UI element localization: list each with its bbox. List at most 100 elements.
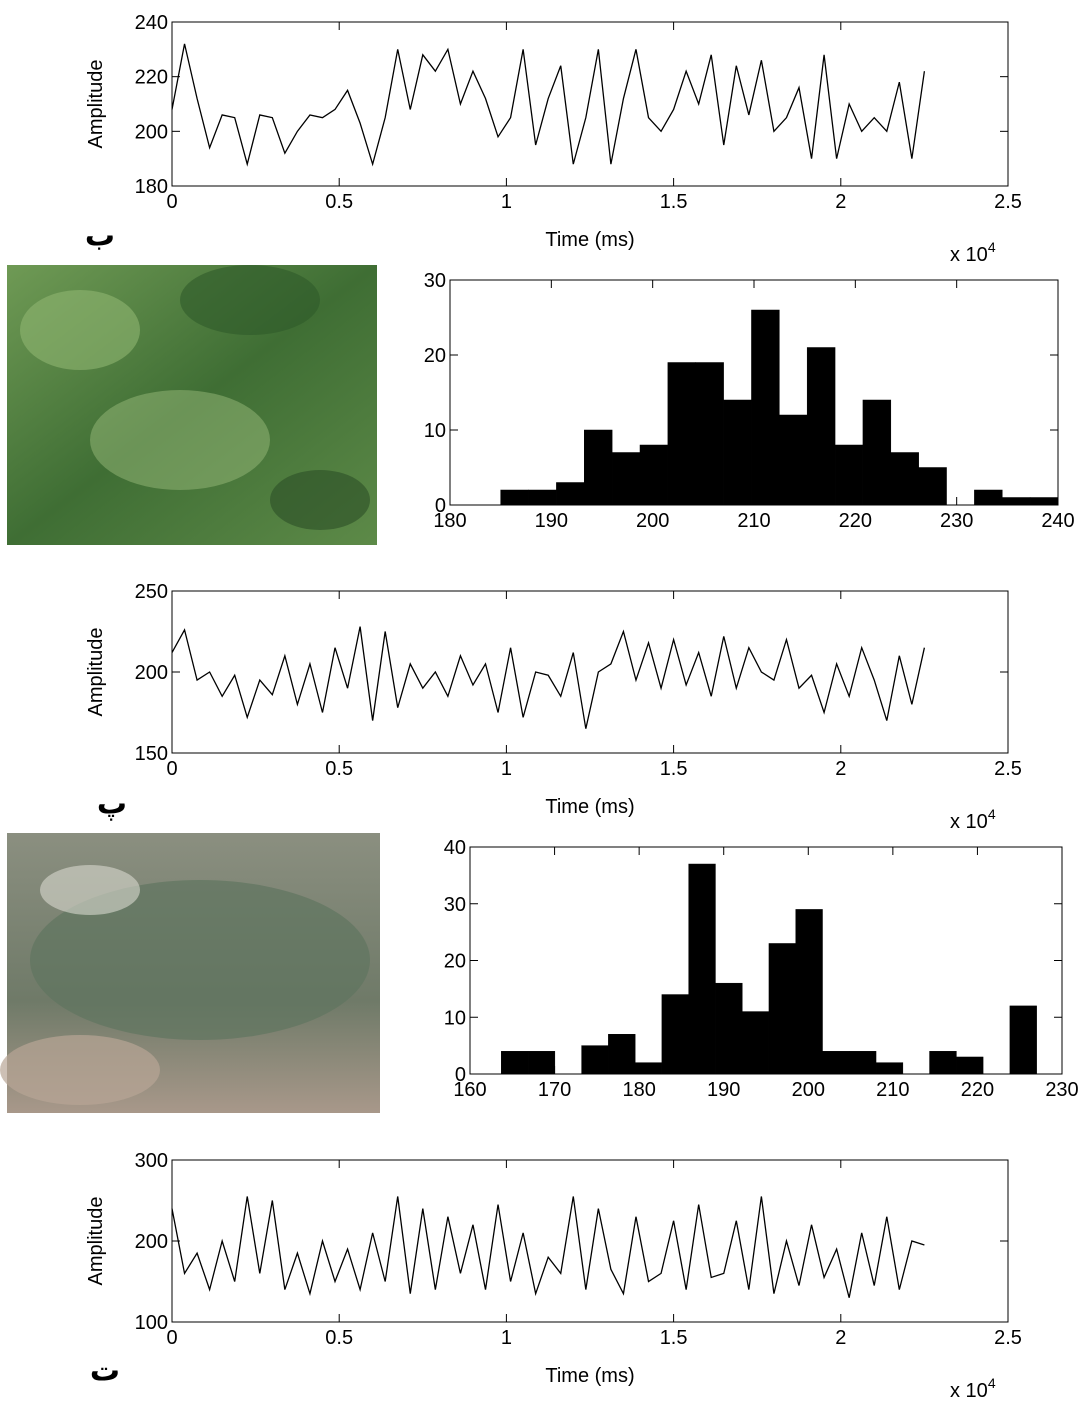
panel-label: پ bbox=[97, 787, 127, 822]
x-tick-label: 190 bbox=[535, 510, 568, 532]
panel-label: ب bbox=[85, 219, 115, 254]
x-tick-label: 170 bbox=[538, 1079, 571, 1101]
y-tick-label: 10 bbox=[424, 420, 446, 442]
x-tick-label: 200 bbox=[792, 1079, 825, 1101]
x-tick-label: 1.5 bbox=[660, 758, 688, 780]
x-tick-label: 240 bbox=[1041, 510, 1074, 532]
y-tick-label: 200 bbox=[135, 1231, 168, 1253]
bar bbox=[556, 482, 585, 506]
y-tick-label: 20 bbox=[424, 345, 446, 367]
bar bbox=[500, 489, 529, 506]
y-tick-label: 20 bbox=[444, 951, 466, 973]
bar bbox=[834, 444, 864, 506]
x-tick-label: 1.5 bbox=[660, 191, 688, 213]
photo-plant-2 bbox=[0, 833, 380, 1113]
bar bbox=[715, 982, 743, 1075]
bar bbox=[501, 1051, 529, 1075]
chart-line: 0 0.5 1 1.5 2 2.5 150 200 250 Time (ms) Amplitude x… bbox=[85, 581, 1022, 833]
bar bbox=[639, 444, 669, 506]
x-tick-label: 0 bbox=[166, 191, 177, 213]
x-tick-label: 0 bbox=[166, 1327, 177, 1349]
x-axis-label: Time (ms) bbox=[545, 796, 634, 818]
x-tick-label: 2.5 bbox=[994, 1327, 1022, 1349]
exponent-base: x 10 bbox=[950, 811, 988, 833]
x-exponent-label: x 104 bbox=[950, 806, 996, 833]
line bbox=[171, 626, 926, 729]
bar bbox=[527, 1051, 556, 1075]
exponent-base: x 10 bbox=[950, 1380, 988, 1402]
x-tick-label: 2 bbox=[835, 758, 846, 780]
bar bbox=[1009, 1005, 1037, 1075]
x-tick-label: 0.5 bbox=[325, 191, 353, 213]
y-tick-label: 40 bbox=[444, 837, 466, 859]
bar bbox=[956, 1056, 984, 1075]
bar bbox=[918, 467, 947, 506]
y-tick-label: 30 bbox=[424, 270, 446, 292]
bar bbox=[822, 1051, 850, 1075]
bar bbox=[667, 362, 696, 506]
y-axis-label: Amplitude bbox=[85, 1197, 107, 1286]
y-tick-label: 0 bbox=[455, 1064, 466, 1086]
bar bbox=[974, 489, 1003, 506]
x-axis-label: Time (ms) bbox=[545, 229, 634, 251]
x-exponent-label: x 104 bbox=[950, 239, 996, 266]
y-tick-label: 300 bbox=[135, 1150, 168, 1172]
x-tick-label: 1 bbox=[501, 191, 512, 213]
chart-histogram: 180 190 200 210 220 230 240 0 10 20 30 bbox=[424, 270, 1075, 532]
bar bbox=[751, 309, 780, 506]
x-tick-label: 180 bbox=[622, 1079, 655, 1101]
y-tick-label: 180 bbox=[135, 176, 168, 198]
panel-label: ت bbox=[90, 1354, 120, 1389]
y-tick-label: 100 bbox=[135, 1312, 168, 1334]
x-tick-label: 160 bbox=[453, 1079, 486, 1101]
bar bbox=[1002, 497, 1031, 506]
x-tick-label: 2 bbox=[835, 191, 846, 213]
bar bbox=[768, 943, 797, 1075]
x-exponent-label: x 104 bbox=[950, 1375, 996, 1402]
exponent-power: 4 bbox=[988, 1375, 996, 1391]
bar bbox=[741, 1011, 770, 1075]
x-tick-label: 1 bbox=[501, 1327, 512, 1349]
bar bbox=[849, 1051, 877, 1075]
y-tick-label: 240 bbox=[135, 12, 168, 34]
x-tick-label: 230 bbox=[1045, 1079, 1078, 1101]
bar bbox=[1029, 497, 1059, 506]
bar bbox=[661, 994, 689, 1075]
x-tick-label: 2 bbox=[835, 1327, 846, 1349]
x-tick-label: 0 bbox=[166, 758, 177, 780]
y-axis-label: Amplitude bbox=[85, 60, 107, 149]
plot-area bbox=[171, 590, 1009, 754]
line bbox=[171, 1196, 925, 1298]
exponent-base: x 10 bbox=[950, 244, 988, 266]
y-tick-label: 150 bbox=[135, 743, 168, 765]
chart-line: 0 0.5 1 1.5 2 2.5 100 200 300 Time (ms) Amplitude x… bbox=[85, 1150, 1022, 1402]
exponent-power: 4 bbox=[988, 239, 996, 255]
x-tick-label: 1 bbox=[501, 758, 512, 780]
y-tick-label: 10 bbox=[444, 1007, 466, 1029]
bar bbox=[581, 1045, 609, 1075]
bar bbox=[584, 429, 613, 506]
exponent-power: 4 bbox=[988, 806, 996, 822]
bar bbox=[528, 489, 557, 506]
x-tick-label: 1.5 bbox=[660, 1327, 688, 1349]
x-tick-label: 220 bbox=[961, 1079, 994, 1101]
bar bbox=[890, 452, 919, 506]
bar bbox=[688, 863, 716, 1075]
x-tick-label: 230 bbox=[940, 510, 973, 532]
x-tick-label: 2.5 bbox=[994, 758, 1022, 780]
x-tick-label: 2.5 bbox=[994, 191, 1022, 213]
x-tick-label: 210 bbox=[876, 1079, 909, 1101]
bar bbox=[806, 347, 836, 506]
y-tick-label: 0 bbox=[435, 495, 446, 517]
x-tick-label: 210 bbox=[737, 510, 770, 532]
y-tick-label: 220 bbox=[135, 67, 168, 89]
plot-area bbox=[171, 1159, 1009, 1323]
bar bbox=[723, 399, 752, 506]
y-tick-label: 30 bbox=[444, 894, 466, 916]
bar bbox=[779, 414, 808, 506]
chart-histogram: 160 170 180 190 200 210 220 230 0 10 20 30 40 bbox=[444, 837, 1079, 1101]
x-tick-label: 0.5 bbox=[325, 758, 353, 780]
y-tick-label: 200 bbox=[135, 121, 168, 143]
